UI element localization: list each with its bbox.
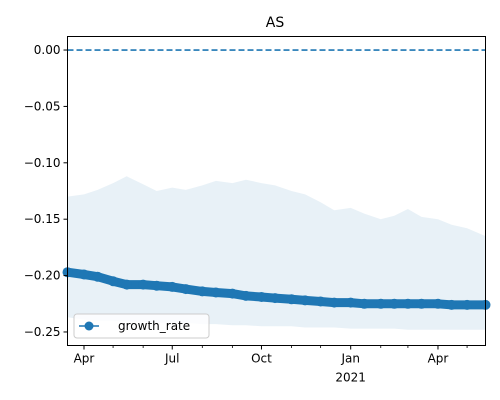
legend-label-growth-rate: growth_rate: [118, 319, 190, 333]
data-point: [375, 298, 386, 309]
data-point: [121, 279, 132, 290]
y-tick-label: −0.10: [24, 156, 61, 170]
data-point: [138, 279, 149, 290]
legend-box: [73, 313, 210, 339]
data-point: [462, 299, 473, 310]
data-point: [402, 298, 413, 309]
data-point: [108, 276, 119, 287]
y-tick-label: 0.00: [34, 43, 61, 57]
x-tick-sublabel: 2021: [335, 371, 366, 385]
x-tick-label: Jul: [164, 352, 179, 366]
data-point: [315, 296, 326, 307]
y-tick-label: −0.20: [24, 269, 61, 283]
data-point: [300, 295, 311, 306]
x-tick-label: Oct: [251, 352, 272, 366]
x-tick-label: Apr: [428, 352, 449, 366]
plot-frame: [67, 36, 486, 346]
legend-marker-swatch: [84, 321, 94, 331]
y-tick-label: −0.15: [24, 212, 61, 226]
y-axis: 0.00 −0.05 −0.10 −0.15 −0.20 −0.25: [24, 43, 68, 339]
data-point: [359, 298, 370, 309]
data-point: [151, 280, 162, 291]
data-point: [79, 269, 89, 280]
legend: growth_rate: [73, 313, 210, 339]
data-point: [167, 281, 178, 292]
data-point: [256, 292, 267, 302]
data-point: [180, 284, 191, 295]
data-point: [446, 299, 457, 310]
data-point: [241, 290, 251, 301]
x-tick-label: Jan: [340, 352, 360, 366]
data-point: [416, 298, 427, 309]
data-point: [433, 298, 443, 309]
data-point: [389, 298, 400, 309]
data-point: [286, 294, 297, 305]
data-point: [227, 288, 238, 299]
series-layer: [62, 267, 491, 310]
data-point: [345, 297, 356, 308]
data-point: [210, 287, 221, 298]
x-tick-label: Apr: [74, 352, 95, 366]
data-point: [270, 293, 280, 304]
y-tick-label: −0.05: [24, 99, 61, 113]
x-axis: Apr Jul Oct Jan 2021 Apr: [74, 345, 468, 385]
data-point: [92, 271, 103, 282]
chart-title: AS: [266, 15, 285, 31]
data-point: [329, 297, 340, 308]
y-tick-label: −0.25: [24, 325, 61, 339]
data-point: [197, 286, 208, 297]
